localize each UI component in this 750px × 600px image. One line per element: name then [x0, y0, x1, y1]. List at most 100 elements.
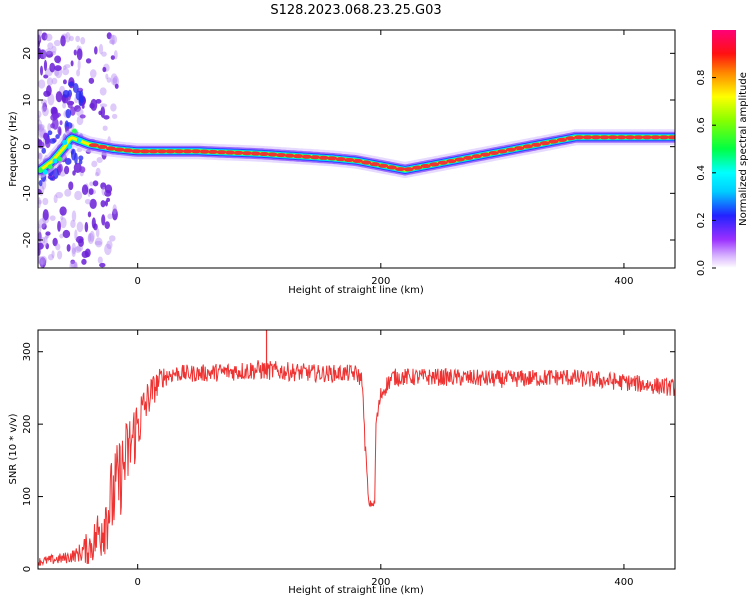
ridge-core: [625, 135, 636, 140]
ridge-core: [573, 135, 584, 140]
spectrogram-noise-blob: [62, 65, 67, 70]
spectrogram-xtick-label: 200: [371, 276, 390, 287]
spectrogram-noise-blob: [71, 247, 76, 258]
spectrogram-ylabel: Frequency (Hz): [8, 111, 19, 187]
spectrogram-noise-blob: [109, 235, 116, 242]
spectrogram-noise-blob: [54, 65, 62, 71]
spectrogram-noise-blob: [55, 191, 64, 199]
spectrogram-noise-blob: [74, 190, 83, 201]
spectrogram-burst-blob: [55, 134, 60, 139]
spectrogram-noise-blob: [51, 45, 57, 54]
ridge-core: [208, 149, 219, 154]
spectrogram-noise-blob: [100, 182, 107, 190]
snr-series: [38, 330, 675, 567]
spectrogram-noise-blob: [47, 42, 54, 50]
ridge-core: [242, 151, 253, 156]
spectrogram-noise-blob: [42, 102, 47, 112]
spectrogram-burst-blob: [78, 155, 84, 161]
ridge-core: [420, 164, 431, 169]
spectrogram-noise-blob: [62, 67, 70, 76]
spectrogram-noise-blob: [88, 233, 92, 243]
spectrogram-noise-blob: [109, 34, 118, 45]
spectrogram-noise-blob: [38, 223, 41, 229]
ridge-early-dot: [76, 137, 82, 143]
spectrogram-noise-blob: [89, 69, 97, 78]
spectrogram-noise-blob: [64, 188, 72, 197]
ridge-early-dot: [42, 169, 48, 175]
spectrogram-noise-blob: [39, 255, 48, 266]
ridge-core: [608, 135, 619, 140]
spectrogram-noise-blob: [111, 208, 118, 221]
spectrogram-noise-blob: [51, 250, 55, 259]
ridge-core: [361, 160, 372, 165]
spectrogram-noise-blob: [72, 170, 76, 176]
spectrogram-noise-blob: [73, 261, 78, 268]
spectrogram-burst-blob: [64, 157, 72, 165]
ridge-core: [497, 149, 508, 154]
ridge-core: [301, 154, 312, 159]
colorbar-tick-label: 0.6: [696, 117, 707, 133]
spectrogram-noise-blob: [73, 49, 77, 56]
spectrogram-ytick-label: 0: [22, 143, 33, 149]
spectrogram-noise-blob: [77, 59, 81, 71]
spectrogram-noise-blob: [38, 248, 41, 256]
snr-panel: 0 200 400 0 100 200 300 Height of straight lin…: [8, 329, 676, 596]
spectrogram-noise-blob: [89, 102, 95, 109]
ridge-core: [514, 146, 525, 151]
spectrogram-burst-blob: [65, 108, 72, 119]
ridge-core: [165, 149, 176, 154]
snr-ticks: 0 200 400 0 100 200 300: [22, 330, 675, 588]
ridge-core: [284, 153, 295, 158]
ridge-core: [531, 142, 542, 147]
spectrogram-noise-blob: [85, 58, 92, 64]
snr-xtick-label: 0: [134, 577, 140, 588]
spectrogram-noise-blob: [38, 256, 46, 265]
ridge-early-dot: [38, 167, 43, 173]
spectrogram-noise-blob: [95, 98, 102, 104]
ridge-core: [310, 155, 321, 160]
spectrogram-noise-blob: [73, 105, 81, 113]
spectrogram-noise-blob: [38, 152, 42, 162]
ridge-core: [539, 141, 550, 146]
spectrogram-burst-blob: [67, 101, 73, 109]
spectrogram-noise-blob: [38, 218, 47, 229]
spectrogram-noise-blob: [101, 214, 106, 226]
snr-xlabel: Height of straight line (km): [288, 585, 424, 596]
spectrogram-noise-blob: [38, 110, 42, 118]
spectrogram-noise-blob: [38, 242, 44, 250]
spectrogram-burst-blob: [47, 130, 53, 136]
snr-ytick-label: 200: [22, 415, 33, 434]
spectrogram-burst-blob: [68, 81, 74, 87]
colorbar-tick-label: 0.0: [696, 260, 707, 276]
spectrogram-noise-blob: [59, 233, 64, 239]
ridge-core: [199, 149, 210, 154]
spectrogram-noise-blob: [76, 221, 84, 233]
snr-line: [38, 360, 675, 567]
spectrogram-noise-blob: [71, 242, 77, 255]
spectrogram-ticks: 0 200 400 20 10 0 -10 -20: [22, 30, 675, 287]
spectrogram-xlabel: Height of straight line (km): [288, 285, 424, 296]
spectrogram-noise-blob: [42, 197, 49, 206]
spectrogram-noise-blob: [104, 184, 113, 194]
snr-plot-area: [38, 330, 675, 569]
spectrogram-burst-blob: [49, 138, 56, 144]
spectrogram-noise-blob: [94, 46, 98, 55]
spectrogram-noise-blob: [84, 221, 89, 233]
spectrogram-noise-blob: [95, 228, 100, 238]
spectrogram-noise-blob: [38, 231, 42, 242]
spectrogram-noise-blob: [110, 103, 117, 112]
spectrogram-burst-blob: [38, 141, 45, 149]
spectrogram-noise-blob: [46, 77, 54, 86]
spectrogram-noise-blob: [91, 217, 96, 229]
spectrogram-noise-blob: [92, 180, 99, 187]
ridge-core: [548, 139, 559, 144]
ridge-core: [505, 147, 516, 152]
spectrogram-noise-blob: [55, 91, 63, 103]
spectrogram-noise-blob: [64, 64, 71, 69]
colorbar-tick-label: 0.8: [696, 70, 707, 86]
ridge-early-dot: [52, 158, 58, 164]
spectrogram-burst-blob: [79, 114, 86, 119]
spectrogram-noise-blob: [112, 204, 117, 215]
ridge-core: [386, 165, 397, 170]
spectrogram-ytick-label: 20: [22, 47, 33, 60]
